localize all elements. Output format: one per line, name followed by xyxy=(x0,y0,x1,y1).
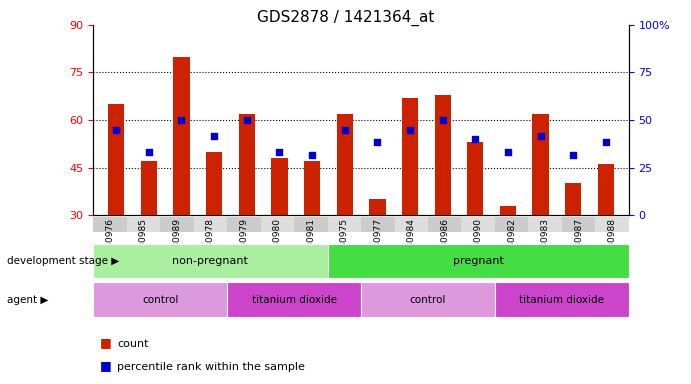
Point xyxy=(143,149,154,155)
Bar xyxy=(565,184,581,215)
Point xyxy=(568,152,579,158)
Point xyxy=(404,126,415,132)
Point xyxy=(502,149,513,155)
Text: development stage ▶: development stage ▶ xyxy=(7,256,119,266)
Text: GSM180982: GSM180982 xyxy=(507,218,516,273)
Text: GSM180976: GSM180976 xyxy=(106,218,115,273)
Bar xyxy=(533,114,549,215)
Text: ■: ■ xyxy=(100,359,112,372)
Text: GSM180987: GSM180987 xyxy=(574,218,583,273)
FancyBboxPatch shape xyxy=(227,282,361,317)
Bar xyxy=(500,205,516,215)
Point xyxy=(535,133,546,139)
Text: pregnant: pregnant xyxy=(453,256,504,266)
Text: GSM180984: GSM180984 xyxy=(407,218,416,273)
FancyBboxPatch shape xyxy=(395,217,428,232)
Bar xyxy=(467,142,484,215)
Bar xyxy=(206,152,223,215)
FancyBboxPatch shape xyxy=(160,217,193,232)
Text: titanium dioxide: titanium dioxide xyxy=(520,295,605,305)
FancyBboxPatch shape xyxy=(261,217,294,232)
Point xyxy=(339,126,350,132)
FancyBboxPatch shape xyxy=(596,217,629,232)
FancyBboxPatch shape xyxy=(227,217,261,232)
Text: GSM180983: GSM180983 xyxy=(540,218,549,273)
Bar xyxy=(369,199,386,215)
FancyBboxPatch shape xyxy=(562,217,596,232)
Point xyxy=(372,139,383,145)
Text: GSM180979: GSM180979 xyxy=(239,218,248,273)
Point xyxy=(470,136,481,142)
FancyBboxPatch shape xyxy=(193,217,227,232)
FancyBboxPatch shape xyxy=(93,244,328,278)
Bar xyxy=(598,164,614,215)
Text: GSM180985: GSM180985 xyxy=(139,218,148,273)
Point xyxy=(437,117,448,123)
Point xyxy=(209,133,220,139)
Text: non-pregnant: non-pregnant xyxy=(173,256,248,266)
FancyBboxPatch shape xyxy=(294,217,328,232)
Point xyxy=(176,117,187,123)
FancyBboxPatch shape xyxy=(529,217,562,232)
Bar xyxy=(141,161,157,215)
FancyBboxPatch shape xyxy=(361,217,395,232)
FancyBboxPatch shape xyxy=(495,282,629,317)
Point xyxy=(111,126,122,132)
FancyBboxPatch shape xyxy=(428,217,462,232)
FancyBboxPatch shape xyxy=(93,217,126,232)
Bar xyxy=(238,114,255,215)
Text: count: count xyxy=(117,339,149,349)
Bar xyxy=(337,114,353,215)
FancyBboxPatch shape xyxy=(328,217,361,232)
FancyBboxPatch shape xyxy=(126,217,160,232)
FancyBboxPatch shape xyxy=(361,282,495,317)
Text: GSM180980: GSM180980 xyxy=(273,218,282,273)
FancyBboxPatch shape xyxy=(93,282,227,317)
Text: GSM180977: GSM180977 xyxy=(373,218,382,273)
Text: GSM180978: GSM180978 xyxy=(206,218,215,273)
Bar xyxy=(435,95,451,215)
Text: control: control xyxy=(410,295,446,305)
Text: GSM180986: GSM180986 xyxy=(440,218,449,273)
Bar xyxy=(108,104,124,215)
Text: GDS2878 / 1421364_at: GDS2878 / 1421364_at xyxy=(257,10,434,26)
FancyBboxPatch shape xyxy=(495,217,529,232)
Point xyxy=(307,152,318,158)
FancyBboxPatch shape xyxy=(462,217,495,232)
Text: GSM180989: GSM180989 xyxy=(173,218,182,273)
Bar xyxy=(272,158,287,215)
Bar xyxy=(304,161,320,215)
Text: ■: ■ xyxy=(100,336,112,349)
Text: GSM180990: GSM180990 xyxy=(474,218,483,273)
Text: GSM180981: GSM180981 xyxy=(306,218,315,273)
Text: control: control xyxy=(142,295,178,305)
Text: GSM180975: GSM180975 xyxy=(340,218,349,273)
Text: agent ▶: agent ▶ xyxy=(7,295,48,305)
Text: titanium dioxide: titanium dioxide xyxy=(252,295,337,305)
Point xyxy=(241,117,252,123)
Bar xyxy=(402,98,418,215)
Point xyxy=(600,139,612,145)
FancyBboxPatch shape xyxy=(328,244,629,278)
Text: percentile rank within the sample: percentile rank within the sample xyxy=(117,362,305,372)
Bar xyxy=(173,56,189,215)
Text: GSM180988: GSM180988 xyxy=(607,218,616,273)
Point xyxy=(274,149,285,155)
